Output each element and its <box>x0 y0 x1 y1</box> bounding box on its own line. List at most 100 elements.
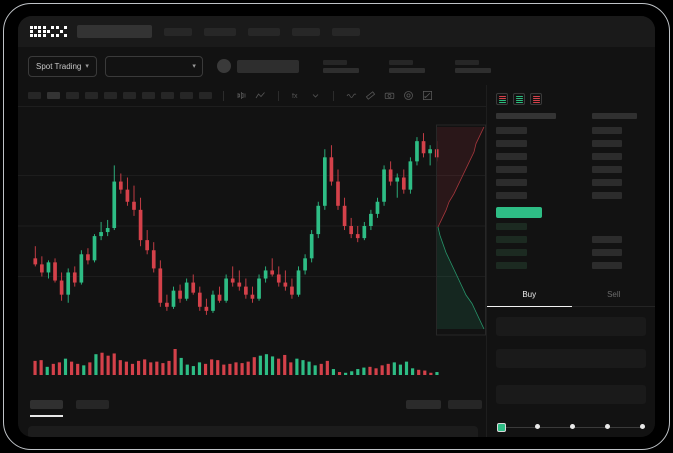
orderbook-bid-amount <box>592 236 622 243</box>
tab-open-orders[interactable] <box>30 400 63 409</box>
timeframe-4h[interactable] <box>123 92 136 99</box>
ticker-stat-1 <box>322 59 359 73</box>
timeframe-1mo[interactable] <box>180 92 193 99</box>
orderbook-and-order-form: Buy Sell <box>486 85 655 437</box>
orders-content-panel <box>28 426 478 437</box>
pair-last-price <box>236 59 299 73</box>
amount-field[interactable] <box>496 349 646 368</box>
orderbook-ask-amount <box>592 192 622 199</box>
ruler-icon[interactable] <box>364 89 377 102</box>
timeframe-1w[interactable] <box>161 92 174 99</box>
orderbook-asks-icon[interactable] <box>530 93 542 105</box>
slider-step-50[interactable] <box>570 424 575 429</box>
timeframe-1h[interactable] <box>104 92 117 99</box>
stat-label <box>322 59 347 65</box>
orderbook-ask-row[interactable] <box>496 192 527 199</box>
orderbook-ask-row[interactable] <box>496 153 527 160</box>
ticker-stat-2 <box>388 59 425 73</box>
toolbar-divider <box>333 90 334 101</box>
orderbook-ask-row[interactable] <box>496 166 527 173</box>
indicators-icon[interactable]: fx <box>290 89 303 102</box>
toolbar-divider <box>278 90 279 101</box>
volume-svg <box>33 349 439 375</box>
orderbook-ask-amount <box>592 140 622 147</box>
slider-step-75[interactable] <box>605 424 610 429</box>
nav-item-2[interactable] <box>204 27 236 36</box>
orderbook-ask-row[interactable] <box>496 127 527 134</box>
timeframe-5m[interactable] <box>47 92 60 99</box>
orderbook-bid-row[interactable] <box>496 262 527 269</box>
orders-tab-bar <box>18 391 486 437</box>
timeframe-30m[interactable] <box>85 92 98 99</box>
pair-select-dropdown[interactable]: ▾ <box>104 55 203 77</box>
logo-letter-k <box>43 26 54 37</box>
timeframe-1m[interactable] <box>28 92 41 99</box>
chart-toolbar: fx <box>18 85 655 107</box>
orders-action-1[interactable] <box>406 400 441 409</box>
chevron-down-icon[interactable] <box>309 89 322 102</box>
ticker-stat-3 <box>454 59 491 73</box>
orderbook-bid-amount <box>592 249 622 256</box>
orderbook-bid-row[interactable] <box>496 249 527 256</box>
orderbook-bid-row[interactable] <box>496 236 527 243</box>
stat-value <box>388 67 425 73</box>
slider-handle[interactable] <box>497 422 506 432</box>
orders-action-2[interactable] <box>448 400 482 409</box>
settings-icon[interactable] <box>402 89 415 102</box>
amount-percent-slider[interactable] <box>497 422 647 432</box>
candlestick-svg <box>18 133 486 315</box>
nav-items <box>164 27 360 36</box>
nav-item-3[interactable] <box>248 27 280 36</box>
svg-text:fx: fx <box>292 93 298 100</box>
slider-step-25[interactable] <box>535 424 540 429</box>
timeframe-list: fx <box>28 89 434 102</box>
okx-logo[interactable] <box>30 26 67 37</box>
tab-order-history[interactable] <box>76 400 109 409</box>
stat-label <box>388 59 413 65</box>
stat-value <box>454 67 491 73</box>
market-type-label: Spot Trading <box>36 61 82 71</box>
orderbook-bid-row[interactable] <box>496 223 527 230</box>
orderbook-mixed-icon[interactable] <box>496 93 508 105</box>
orderbook-ask-row[interactable] <box>496 140 527 147</box>
volume-chart <box>18 339 486 391</box>
orderbook-ask-row[interactable] <box>496 179 527 186</box>
top-navigation-bar <box>18 16 655 47</box>
orderbook-last-price <box>496 207 542 218</box>
chevron-down-icon: ▾ <box>192 62 196 70</box>
nav-item-5[interactable] <box>332 27 360 36</box>
candlestick-icon[interactable] <box>235 89 248 102</box>
active-tab-underline <box>30 415 63 417</box>
camera-icon[interactable] <box>383 89 396 102</box>
market-type-button[interactable]: Spot Trading ▾ <box>28 55 97 77</box>
orderbook-bid-amount <box>592 262 622 269</box>
orderbook-ask-amount <box>592 179 622 186</box>
ticker-bar: Spot Trading ▾ ▾ <box>18 47 655 85</box>
tab-buy[interactable]: Buy <box>487 285 572 307</box>
price-chart[interactable] <box>18 107 486 339</box>
pair-coin-avatar <box>216 59 231 73</box>
fullscreen-icon[interactable] <box>421 89 434 102</box>
orderbook-ask-amount <box>592 153 622 160</box>
nav-item-1[interactable] <box>164 27 192 36</box>
wave-icon[interactable] <box>345 89 358 102</box>
slider-step-100[interactable] <box>640 424 645 429</box>
tab-sell[interactable]: Sell <box>607 290 621 299</box>
timeframe-more[interactable] <box>199 92 212 99</box>
orderbook-ask-amount <box>592 127 622 134</box>
nav-item-4[interactable] <box>292 27 320 36</box>
nav-active-section[interactable] <box>77 25 152 38</box>
logo-letter-x <box>56 26 67 37</box>
line-chart-icon[interactable] <box>254 89 267 102</box>
price-field[interactable] <box>496 317 646 336</box>
orderbook-column-amount <box>592 113 637 119</box>
logo-letter-o <box>30 26 41 37</box>
toolbar-divider <box>223 90 224 101</box>
stat-value <box>322 67 359 73</box>
orderbook-bids-icon[interactable] <box>513 93 525 105</box>
timeframe-15m[interactable] <box>66 92 79 99</box>
timeframe-1d[interactable] <box>142 92 155 99</box>
total-field[interactable] <box>496 385 646 404</box>
chevron-down-icon: ▾ <box>85 62 89 70</box>
